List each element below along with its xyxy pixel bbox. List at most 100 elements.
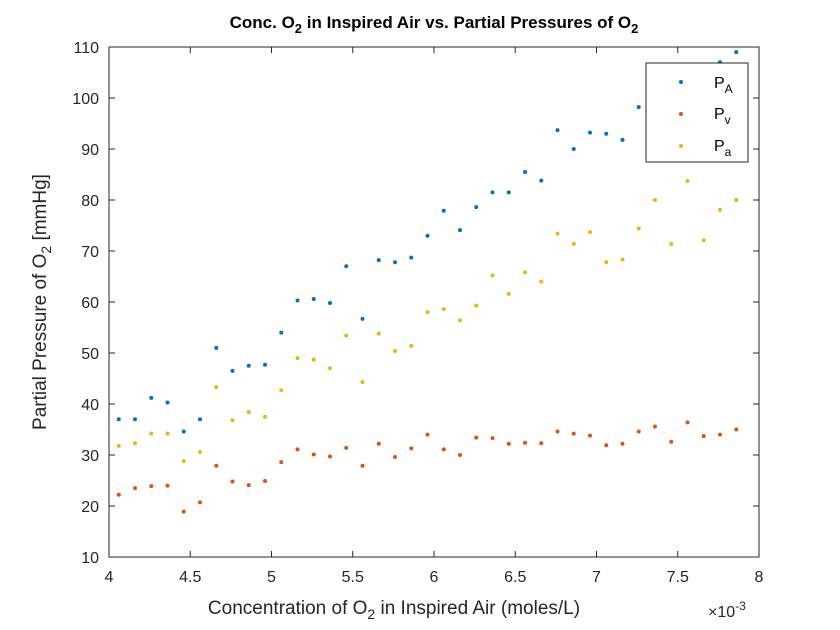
data-point [311, 357, 316, 362]
legend-entry-pa-arterial: Pa [679, 138, 732, 159]
y-tick-label: 30 [81, 448, 99, 465]
data-point [620, 441, 625, 446]
data-point [279, 388, 284, 393]
data-point [149, 395, 154, 400]
legend-entry-pa-alveolar: PA [679, 75, 733, 96]
data-point [458, 453, 462, 457]
data-point [165, 400, 170, 405]
data-point [588, 230, 592, 235]
data-point [490, 273, 495, 278]
data-point [539, 441, 544, 446]
x-axis-label: Concentration of O2 in Inspired Air (mol… [208, 598, 580, 622]
data-point [718, 207, 722, 212]
data-point [360, 316, 365, 321]
data-point [393, 260, 397, 265]
series-p-v-1 [116, 420, 739, 514]
legend-marker-pa-alveolar [679, 80, 683, 84]
x-tick-label: 4 [105, 569, 114, 586]
data-point [441, 447, 446, 452]
data-point [588, 433, 592, 438]
series-p-a-2 [116, 179, 739, 464]
y-tick-label: 70 [81, 244, 99, 261]
data-point [523, 440, 527, 445]
data-point [701, 434, 706, 439]
data-point [263, 479, 267, 484]
data-point [718, 432, 722, 437]
legend-box [645, 62, 749, 163]
data-point [133, 441, 137, 446]
data-point [133, 486, 137, 491]
legend-entry-pv-venous: Pv [679, 106, 731, 127]
data-point [360, 463, 365, 468]
data-point [133, 417, 137, 422]
data-point [555, 429, 560, 434]
data-point [571, 241, 576, 246]
data-point [409, 255, 414, 260]
data-point [279, 330, 284, 335]
legend-marker-pa-arterial [679, 144, 683, 148]
data-point [555, 128, 560, 133]
data-point [328, 454, 332, 459]
data-point [263, 414, 267, 419]
y-tick-label: 40 [81, 397, 99, 414]
data-point [425, 432, 430, 437]
data-point [116, 417, 121, 422]
data-point [604, 443, 609, 448]
data-point [393, 455, 397, 460]
data-point [230, 418, 235, 423]
data-point [198, 449, 202, 454]
data-point [279, 460, 284, 465]
y-tick-label: 20 [81, 499, 99, 516]
data-point [393, 348, 397, 353]
data-point [181, 429, 186, 434]
y-tick-label: 100 [72, 91, 99, 108]
data-point [490, 436, 495, 441]
data-point [669, 439, 674, 444]
data-point [344, 333, 349, 338]
data-point [425, 233, 430, 238]
data-point [506, 291, 511, 296]
data-point [214, 463, 219, 468]
data-point [409, 343, 414, 348]
data-point [116, 443, 121, 448]
data-point [181, 509, 186, 514]
data-point [539, 279, 544, 284]
data-point [604, 260, 609, 265]
legend: PA Pv Pa [645, 62, 749, 163]
data-point [295, 356, 300, 361]
data-point [263, 362, 267, 367]
data-point [458, 228, 462, 233]
data-point [523, 169, 527, 174]
x-axis-ticks: 4 4.5 5 5.5 6 6.5 7 7.5 8 [105, 47, 764, 586]
x-tick-label: 7.5 [667, 569, 689, 586]
data-point [295, 447, 300, 452]
legend-label-pa-alveolar: PA [714, 75, 733, 96]
data-point [653, 424, 657, 429]
data-point [246, 483, 251, 488]
y-tick-label: 60 [81, 295, 99, 312]
data-point [734, 198, 739, 202]
data-point [149, 431, 154, 436]
data-point [571, 431, 576, 436]
x-tick-label: 5 [267, 569, 276, 586]
data-point [636, 105, 641, 110]
data-point [474, 303, 479, 308]
x-tick-label: 6 [430, 569, 439, 586]
data-point [376, 441, 381, 446]
data-point [620, 137, 625, 142]
data-point [246, 363, 251, 368]
data-point [636, 226, 641, 231]
data-point [376, 258, 381, 263]
y-tick-label: 50 [81, 346, 99, 363]
x-tick-label: 7 [592, 569, 601, 586]
x-tick-label: 5.5 [342, 569, 364, 586]
data-point [295, 298, 300, 303]
data-point [474, 435, 479, 440]
data-point [571, 147, 576, 151]
data-point [311, 296, 316, 301]
data-point [165, 483, 170, 488]
data-point [441, 307, 446, 312]
data-point [523, 270, 527, 275]
data-point [441, 208, 446, 213]
